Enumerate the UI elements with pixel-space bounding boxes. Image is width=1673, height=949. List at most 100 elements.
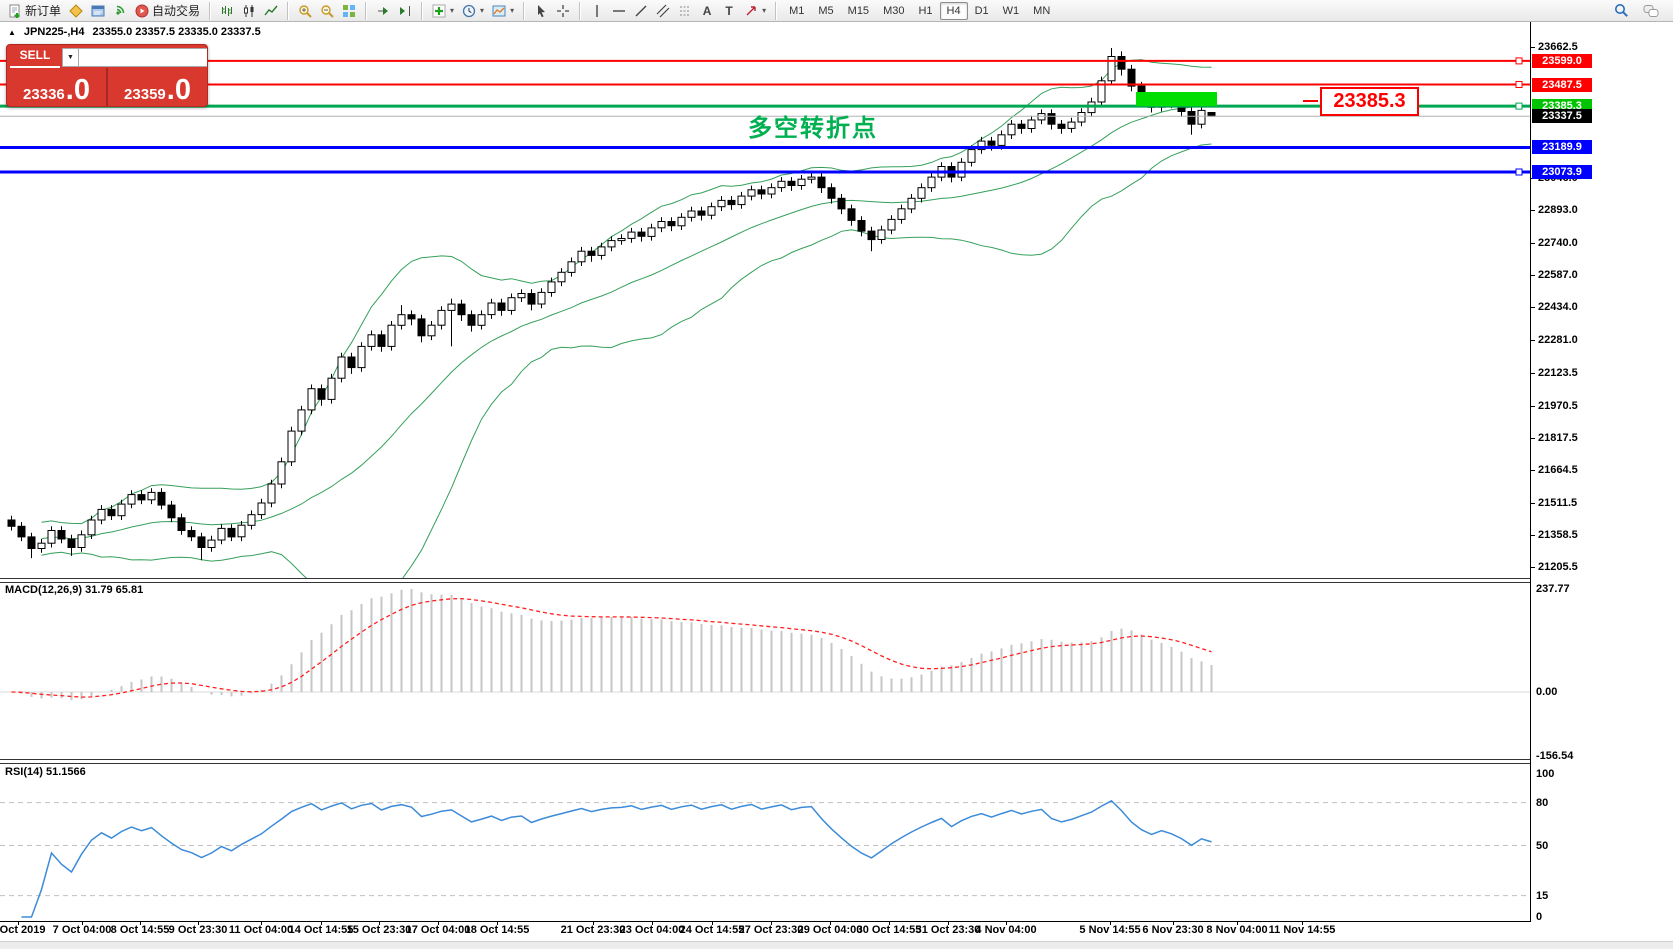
timeframe-m30[interactable]: M30: [883, 4, 905, 17]
signals-button[interactable]: [109, 2, 131, 20]
price-callout-box[interactable]: 23385.3: [1320, 87, 1419, 116]
autotrading-icon: [135, 4, 149, 18]
tile-windows-button[interactable]: [338, 2, 360, 20]
highlight-zone[interactable]: [1136, 92, 1217, 107]
timeframe-d1[interactable]: D1: [974, 4, 989, 17]
periods-button[interactable]: ▾: [458, 2, 488, 20]
dropdown-caret-icon: ▾: [480, 6, 485, 15]
timeframe-m15[interactable]: M15: [847, 4, 870, 17]
time-axis-label: 24 Oct 14:55: [679, 924, 745, 936]
macd-histogram: [20, 589, 1213, 701]
bar-chart-icon: [220, 4, 234, 18]
turning-point-annotation[interactable]: 多空转折点: [748, 115, 878, 142]
chat-button[interactable]: [1639, 2, 1663, 20]
zoom-out-button[interactable]: [316, 2, 338, 20]
buy-price[interactable]: 23359 .0: [108, 68, 207, 106]
time-tick-mark: [18, 921, 19, 925]
price-tick-mark: [1530, 438, 1535, 439]
rsi-scale-label: 100: [1536, 768, 1555, 780]
new-order-button[interactable]: 新订单: [4, 2, 65, 20]
auto-scroll-button[interactable]: [372, 2, 394, 20]
volume-decrease-button[interactable]: ▼: [62, 48, 79, 67]
time-axis-label: 18 Oct 14:55: [464, 924, 530, 936]
line-handle[interactable]: [1515, 102, 1523, 110]
metaeditor-icon: [91, 4, 105, 18]
text-label-button[interactable]: T: [718, 2, 740, 20]
text-button[interactable]: A: [696, 2, 718, 20]
cursor-button[interactable]: [530, 2, 552, 20]
time-axis-label: 27 Oct 23:30: [738, 924, 804, 936]
price-tick-label: 22893.0: [1538, 204, 1578, 216]
bar-chart-button[interactable]: [216, 2, 238, 20]
pane-separator[interactable]: [0, 759, 1530, 764]
timeframe-m5[interactable]: M5: [818, 4, 834, 17]
timeframe-group: M1 M5 M15 M30 H1 H4 D1 W1 MN: [782, 0, 1057, 22]
line-handle[interactable]: [1515, 168, 1523, 176]
vertical-line-icon: [590, 4, 604, 18]
toolbar-separator: [579, 1, 582, 20]
bollinger-bands: [41, 59, 1212, 579]
new-order-label: 新订单: [25, 4, 62, 18]
zoom-in-icon: [298, 4, 312, 18]
price-tick-label: 22587.0: [1538, 269, 1578, 281]
price-tick-mark: [1530, 535, 1535, 536]
timeframe-m1[interactable]: M1: [789, 4, 805, 17]
volume-input[interactable]: [79, 48, 207, 67]
collapse-triangle-icon[interactable]: ▲: [8, 27, 16, 37]
time-axis-label: 11 Nov 14:55: [1268, 924, 1336, 936]
price-tick-mark: [1530, 243, 1535, 244]
chart-shift-button[interactable]: [394, 2, 416, 20]
templates-button[interactable]: ▾: [488, 2, 518, 20]
time-tick-mark: [1302, 921, 1303, 925]
macd-scale-label: -156.54: [1536, 750, 1574, 762]
timeframe-h1[interactable]: H1: [918, 4, 933, 17]
autotrading-label: 自动交易: [152, 4, 201, 18]
vertical-line-button[interactable]: [586, 2, 608, 20]
top-toolbar: 新订单 自动交易 ▾ ▾ ▾ A T ▾ M1 M5 M15 M30 H1 H4 D1 W1 MN: [0, 0, 1673, 22]
equidistant-channel-button[interactable]: [652, 2, 674, 20]
macd-scale-label: 237.77: [1536, 583, 1570, 595]
timeframe-mn[interactable]: MN: [1033, 4, 1051, 17]
crosshair-button[interactable]: [552, 2, 574, 20]
horizontal-line-button[interactable]: [608, 2, 630, 20]
indicators-button[interactable]: ▾: [428, 2, 458, 20]
rsi-scale-label: 0: [1536, 911, 1543, 923]
time-tick-mark: [889, 921, 890, 925]
terminal-button[interactable]: [65, 2, 87, 20]
sell-button[interactable]: SELL: [10, 47, 60, 68]
fibonacci-button[interactable]: [674, 2, 696, 20]
metaeditor-button[interactable]: [87, 2, 109, 20]
price-axis-line: [1530, 22, 1531, 921]
candlestick-chart-button[interactable]: [238, 2, 260, 20]
rsi-pane-canvas[interactable]: [0, 764, 1530, 921]
price-tick-mark: [1530, 210, 1535, 211]
timeframe-w1[interactable]: W1: [1002, 4, 1020, 17]
pane-separator[interactable]: [0, 578, 1530, 583]
autotrading-button[interactable]: 自动交易: [131, 2, 204, 20]
trendline-button[interactable]: [630, 2, 652, 20]
line-handle[interactable]: [1515, 81, 1523, 88]
time-axis-label: 8 Nov 04:00: [1206, 924, 1268, 936]
equidistant-channel-icon: [656, 4, 670, 18]
price-tick-label: 22123.5: [1538, 367, 1578, 379]
zoom-out-icon: [320, 4, 334, 18]
time-axis-label: 29 Oct 04:00: [797, 924, 863, 936]
line-handle[interactable]: [1515, 57, 1523, 65]
sell-price[interactable]: 23336 .0: [7, 68, 106, 106]
macd-pane-canvas[interactable]: [0, 583, 1530, 759]
line-chart-button[interactable]: [260, 2, 282, 20]
candlestick-chart-icon: [242, 4, 256, 18]
price-tick-mark: [1530, 307, 1535, 308]
time-axis[interactable]: 3 Oct 2019 7 Oct 04:008 Oct 14:559 Oct 23…: [0, 921, 1530, 940]
zoom-in-button[interactable]: [294, 2, 316, 20]
arrows-button[interactable]: ▾: [740, 2, 770, 20]
time-tick-mark: [497, 921, 498, 925]
timeframe-h4[interactable]: H4: [939, 1, 968, 20]
toolbar-separator: [365, 1, 368, 20]
toolbar-group: [530, 0, 574, 22]
main-chart-canvas[interactable]: [0, 22, 1530, 579]
time-axis-label: 15 Oct 23:30: [346, 924, 412, 936]
search-button[interactable]: [1610, 2, 1633, 20]
auto-scroll-icon: [376, 4, 390, 18]
